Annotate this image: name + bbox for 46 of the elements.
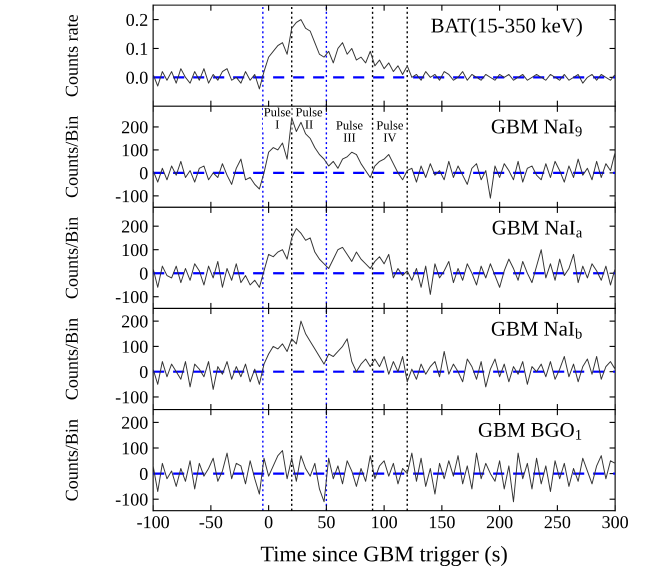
line-series <box>153 450 616 502</box>
annotation: Pulse I <box>264 108 290 128</box>
y-tick-label: 0 <box>140 366 148 378</box>
annotation: Pulse IV <box>376 120 404 142</box>
x-tick-label: -50 <box>200 516 222 528</box>
y-tick-label: 200 <box>122 315 148 328</box>
x-axis-title: Time since GBM trigger (s) <box>260 546 507 566</box>
y-axis-title: Counts/Bin <box>66 217 78 298</box>
y-tick-label: -100 <box>116 391 148 404</box>
x-tick-label: 150 <box>430 516 455 528</box>
line-series <box>153 320 616 390</box>
y-tick-label: -100 <box>116 190 148 202</box>
y-tick-label: 0.2 <box>126 14 148 26</box>
y-tick-label: 0 <box>140 267 148 280</box>
y-tick-label: 100 <box>122 144 148 156</box>
annotation: Pulse III <box>336 120 363 142</box>
y-tick-label: 200 <box>122 121 148 134</box>
y-tick-label: 200 <box>122 416 148 429</box>
line-series <box>153 19 616 90</box>
x-tick-label: 100 <box>372 516 397 528</box>
y-tick-label: 0 <box>140 468 148 480</box>
y-axis-title: Counts rate <box>66 14 78 96</box>
y-tick-label: 200 <box>122 220 148 233</box>
y-tick-label: 100 <box>122 244 148 256</box>
y-tick-label: 0.1 <box>126 42 148 55</box>
y-tick-label: -100 <box>116 290 148 304</box>
x-tick-label: 300 <box>602 516 628 528</box>
y-axis-title: Counts/Bin <box>66 116 78 198</box>
y-axis-title: Counts/Bin <box>66 419 78 501</box>
x-tick-label: 250 <box>544 516 570 528</box>
y-tick-label: 0 <box>140 167 148 180</box>
text: BAT(15-350 keV) <box>431 18 582 37</box>
text: GBM NaI$_{9}$ <box>492 120 582 136</box>
y-tick-label: 0.0 <box>126 72 148 84</box>
y-tick-label: 100 <box>122 442 148 454</box>
text: GBM NaI$_{b}$ <box>492 322 582 339</box>
text: GBM BGO$_{1}$ <box>478 422 582 440</box>
y-axis-title: Counts/Bin <box>66 318 78 400</box>
y-tick-label: -100 <box>116 493 148 506</box>
annotation: Pulse II <box>296 108 322 128</box>
y-tick-label: 100 <box>122 340 148 353</box>
x-tick-label: 0 <box>264 516 272 528</box>
text: GBM NaI$_{a}$ <box>492 220 582 238</box>
x-tick-label: 50 <box>318 516 335 528</box>
line-series <box>153 117 616 199</box>
x-tick-label: 200 <box>486 516 512 528</box>
